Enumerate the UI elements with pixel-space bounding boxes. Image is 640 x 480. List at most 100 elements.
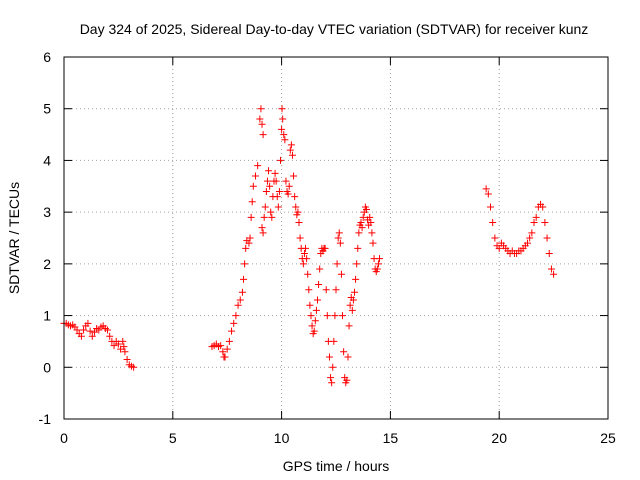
data-point	[352, 275, 360, 283]
data-point	[491, 234, 499, 242]
data-point	[331, 312, 339, 320]
data-point	[530, 218, 538, 226]
data-point	[272, 177, 280, 185]
data-point	[357, 218, 365, 226]
data-point	[299, 260, 307, 268]
data-point	[550, 270, 558, 278]
data-points	[60, 105, 558, 387]
data-point	[308, 322, 316, 330]
data-point	[355, 229, 363, 237]
data-point	[359, 213, 367, 221]
data-point	[291, 193, 299, 201]
data-point	[350, 288, 358, 296]
y-tick-label: -1	[39, 411, 52, 427]
data-point	[88, 332, 96, 340]
data-point	[278, 105, 286, 113]
data-point	[245, 239, 253, 247]
data-point	[219, 348, 227, 356]
data-point	[545, 250, 553, 258]
data-point	[110, 342, 118, 350]
x-tick-label: 10	[274, 430, 290, 446]
data-point	[373, 265, 381, 273]
data-point	[335, 229, 343, 237]
data-point	[484, 190, 492, 198]
data-point	[130, 363, 138, 371]
data-point	[104, 326, 112, 334]
data-point	[234, 301, 242, 309]
data-point	[296, 234, 304, 242]
data-point	[541, 218, 549, 226]
data-point	[258, 120, 266, 128]
data-point	[242, 244, 250, 252]
data-point	[279, 115, 287, 123]
data-point	[345, 322, 353, 330]
data-point	[223, 345, 231, 353]
data-point	[340, 348, 348, 356]
data-point	[284, 190, 292, 198]
data-point	[263, 177, 271, 185]
data-point	[333, 260, 341, 268]
data-point	[348, 306, 356, 314]
data-point	[285, 182, 293, 190]
data-point	[257, 105, 265, 113]
data-point	[240, 275, 248, 283]
data-point	[288, 151, 296, 159]
data-point	[241, 260, 249, 268]
data-point	[362, 206, 370, 214]
data-point	[271, 169, 279, 177]
data-point	[119, 337, 127, 345]
data-point	[259, 131, 267, 139]
data-point	[306, 301, 314, 309]
data-point	[86, 327, 94, 335]
data-point	[346, 301, 354, 309]
data-point	[374, 260, 382, 268]
data-point	[73, 326, 81, 334]
data-point	[249, 182, 257, 190]
data-point	[123, 356, 131, 364]
data-point	[376, 255, 384, 263]
data-point	[307, 312, 315, 320]
data-point	[358, 224, 366, 232]
data-point	[334, 234, 342, 242]
data-point	[332, 286, 340, 294]
data-point	[354, 244, 362, 252]
y-axis-ticks: -1 0 1 2 3 4 5 6	[39, 49, 608, 427]
data-point	[267, 208, 275, 216]
data-point	[275, 187, 283, 195]
data-point	[343, 376, 351, 384]
data-point	[315, 281, 323, 289]
data-point	[369, 239, 377, 247]
data-point	[280, 131, 288, 139]
y-tick-label: 6	[43, 49, 51, 65]
data-point	[337, 270, 345, 278]
data-point	[266, 182, 274, 190]
data-point	[310, 327, 318, 335]
data-point	[327, 374, 335, 382]
data-point	[302, 244, 310, 252]
data-point	[236, 296, 244, 304]
data-point	[232, 312, 240, 320]
x-tick-label: 20	[491, 430, 507, 446]
data-point	[349, 296, 357, 304]
data-point	[339, 312, 347, 320]
data-point	[328, 379, 336, 387]
data-point	[323, 312, 331, 320]
data-point	[547, 265, 555, 273]
data-point	[259, 229, 267, 237]
data-point	[290, 172, 298, 180]
data-point	[262, 187, 270, 195]
x-tick-label: 5	[169, 430, 177, 446]
y-tick-label: 3	[43, 204, 51, 220]
data-point	[261, 203, 269, 211]
data-point	[526, 234, 534, 242]
data-point	[523, 239, 531, 247]
data-point	[273, 193, 281, 201]
data-point	[278, 125, 286, 133]
data-point	[114, 340, 122, 348]
x-tick-label: 25	[600, 430, 616, 446]
data-point	[294, 208, 302, 216]
data-point	[274, 203, 282, 211]
data-point	[304, 270, 312, 278]
data-point	[305, 286, 313, 294]
